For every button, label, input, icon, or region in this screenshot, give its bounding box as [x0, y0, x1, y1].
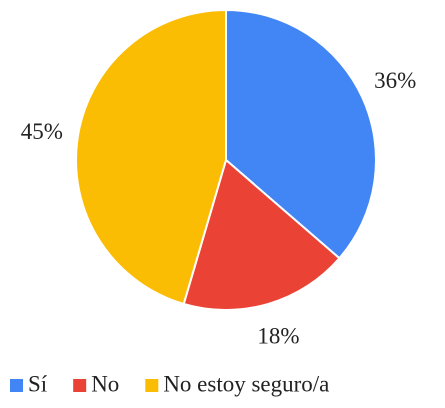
legend: Sí No No estoy seguro/a: [10, 371, 329, 396]
data-label: 45%: [21, 119, 63, 144]
legend-label: No: [91, 371, 119, 396]
legend-label: Sí: [28, 371, 48, 396]
pie-slice: [225, 8, 377, 260]
pie: [75, 8, 377, 311]
pie-slice: [182, 158, 341, 311]
legend-swatch: [145, 379, 159, 392]
legend-swatch: [10, 379, 23, 392]
data-label: 36%: [374, 68, 416, 93]
data-labels: 36% 18% 45%: [21, 68, 416, 349]
pie-slice: [75, 8, 227, 306]
data-label: 18%: [257, 324, 299, 349]
legend-swatch: [73, 379, 87, 392]
legend-label: No estoy seguro/a: [163, 371, 329, 396]
